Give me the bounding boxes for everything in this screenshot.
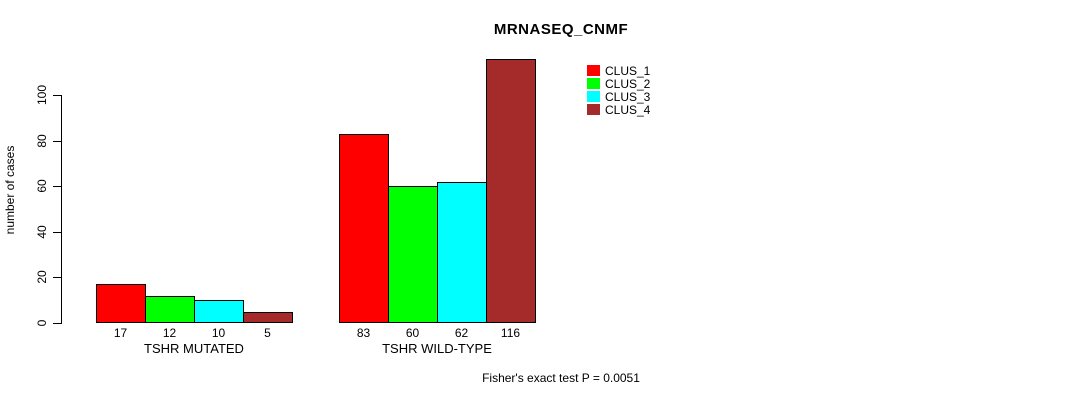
legend-swatch bbox=[587, 78, 600, 89]
y-tick-label: 40 bbox=[35, 225, 49, 239]
bar-clus_1-tshr-wild-type bbox=[339, 134, 389, 323]
legend: CLUS_1 CLUS_2 CLUS_3 CLUS_4 bbox=[587, 64, 650, 116]
category-label: TSHR WILD-TYPE bbox=[382, 341, 492, 356]
legend-label: CLUS_3 bbox=[605, 89, 651, 104]
y-tick bbox=[53, 141, 61, 142]
bar-clus_2-tshr-mutated bbox=[145, 296, 195, 323]
y-tick-label: 20 bbox=[35, 270, 49, 284]
bar-value-label: 12 bbox=[162, 326, 177, 340]
y-tick-label: 60 bbox=[35, 179, 49, 193]
bar-clus_3-tshr-mutated bbox=[194, 300, 244, 323]
footer-annotation: Fisher's exact test P = 0.0051 bbox=[482, 371, 640, 385]
bar-value-label: 5 bbox=[264, 326, 271, 340]
category-label: TSHR MUTATED bbox=[144, 341, 244, 356]
bar-clus_1-tshr-mutated bbox=[96, 284, 146, 323]
chart-title: MRNASEQ_CNMF bbox=[493, 21, 629, 38]
bar-value-label: 10 bbox=[211, 326, 226, 340]
legend-label: CLUS_1 bbox=[605, 63, 651, 78]
legend-item: CLUS_1 bbox=[587, 64, 650, 77]
legend-label: CLUS_2 bbox=[605, 76, 651, 91]
y-axis-line bbox=[61, 95, 62, 324]
legend-swatch bbox=[587, 104, 600, 115]
bar-value-label: 83 bbox=[356, 326, 371, 340]
legend-item: CLUS_2 bbox=[587, 77, 650, 90]
bar-value-label: 60 bbox=[405, 326, 420, 340]
legend-swatch bbox=[587, 65, 600, 76]
y-tick-label: 100 bbox=[35, 84, 49, 106]
y-axis-title: number of cases bbox=[3, 145, 17, 235]
bar-clus_4-tshr-wild-type bbox=[486, 59, 536, 323]
y-tick bbox=[53, 232, 61, 233]
y-tick bbox=[53, 186, 61, 187]
y-tick-label: 0 bbox=[35, 319, 49, 327]
bar-value-label: 62 bbox=[454, 326, 469, 340]
y-tick bbox=[53, 277, 61, 278]
y-tick bbox=[53, 95, 61, 96]
y-tick bbox=[53, 323, 61, 324]
legend-item: CLUS_3 bbox=[587, 90, 650, 103]
bar-clus_4-tshr-mutated bbox=[243, 312, 293, 323]
bar-clus_2-tshr-wild-type bbox=[388, 186, 438, 323]
bar-value-label: 116 bbox=[500, 326, 521, 340]
y-tick-label: 80 bbox=[35, 134, 49, 148]
legend-swatch bbox=[587, 91, 600, 102]
bar-clus_3-tshr-wild-type bbox=[437, 182, 487, 323]
legend-label: CLUS_4 bbox=[605, 102, 651, 117]
bar-value-label: 17 bbox=[113, 326, 128, 340]
legend-item: CLUS_4 bbox=[587, 103, 650, 116]
